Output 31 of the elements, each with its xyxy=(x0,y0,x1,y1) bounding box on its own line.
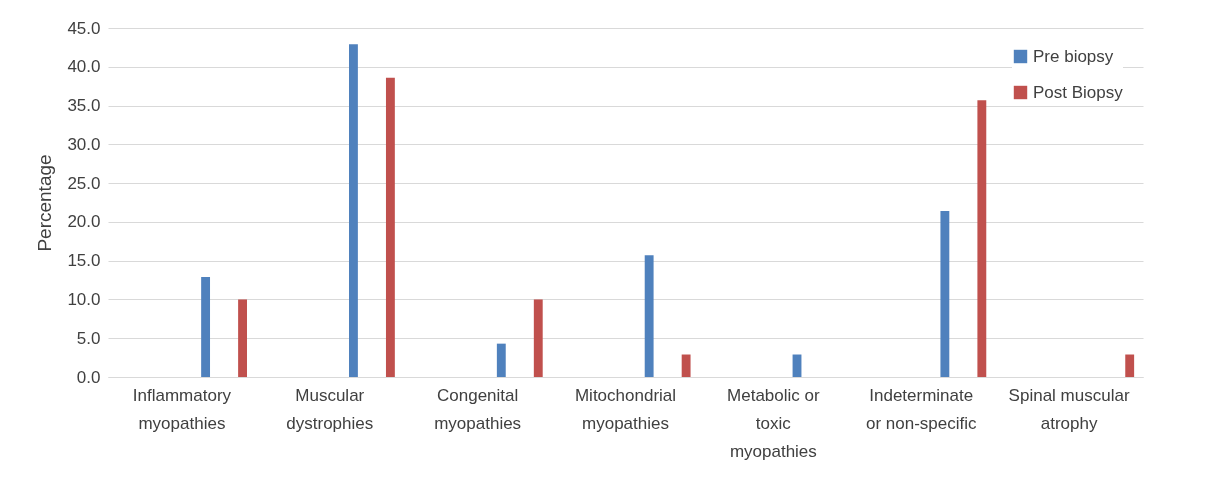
y-tick-label: 15.0 xyxy=(67,251,101,271)
bar xyxy=(533,299,543,377)
y-tick-label: 35.0 xyxy=(67,96,101,116)
bar xyxy=(201,276,211,377)
bar xyxy=(977,100,987,377)
y-tick-label: 0.0 xyxy=(76,367,101,387)
x-tick-label: Muscular dystrophies xyxy=(286,385,374,433)
y-tick-label: 40.0 xyxy=(67,57,101,77)
legend-label: Post Biopsy xyxy=(1033,82,1124,102)
x-tick-label: Metabolic or toxic myopathies xyxy=(727,385,820,461)
y-tick-label: 45.0 xyxy=(67,18,101,38)
y-tick-label: 10.0 xyxy=(67,289,101,309)
y-axis-title: Percentage xyxy=(34,154,56,252)
x-tick-label: Spinal muscular atrophy xyxy=(1008,385,1130,433)
x-tick-label: Inflammatory myopathies xyxy=(132,385,232,433)
bar xyxy=(349,44,358,377)
y-tick-label: 20.0 xyxy=(67,212,101,232)
bar xyxy=(496,343,506,377)
bar xyxy=(940,211,950,377)
y-tick-label: 30.0 xyxy=(67,134,101,154)
bar xyxy=(644,255,654,377)
y-tick-label: 25.0 xyxy=(67,173,101,193)
x-tick-label: Indeterminate or non-specific xyxy=(865,385,977,433)
bar xyxy=(1125,354,1135,377)
x-tick-label: Congenital myopathies xyxy=(434,385,522,433)
y-tick-label: 5.0 xyxy=(76,328,101,348)
bar xyxy=(681,354,691,377)
legend-label: Pre biopsy xyxy=(1033,46,1114,66)
bar xyxy=(385,77,395,377)
bar xyxy=(238,299,247,377)
x-tick-label: Mitochondrial myopathies xyxy=(574,385,677,433)
